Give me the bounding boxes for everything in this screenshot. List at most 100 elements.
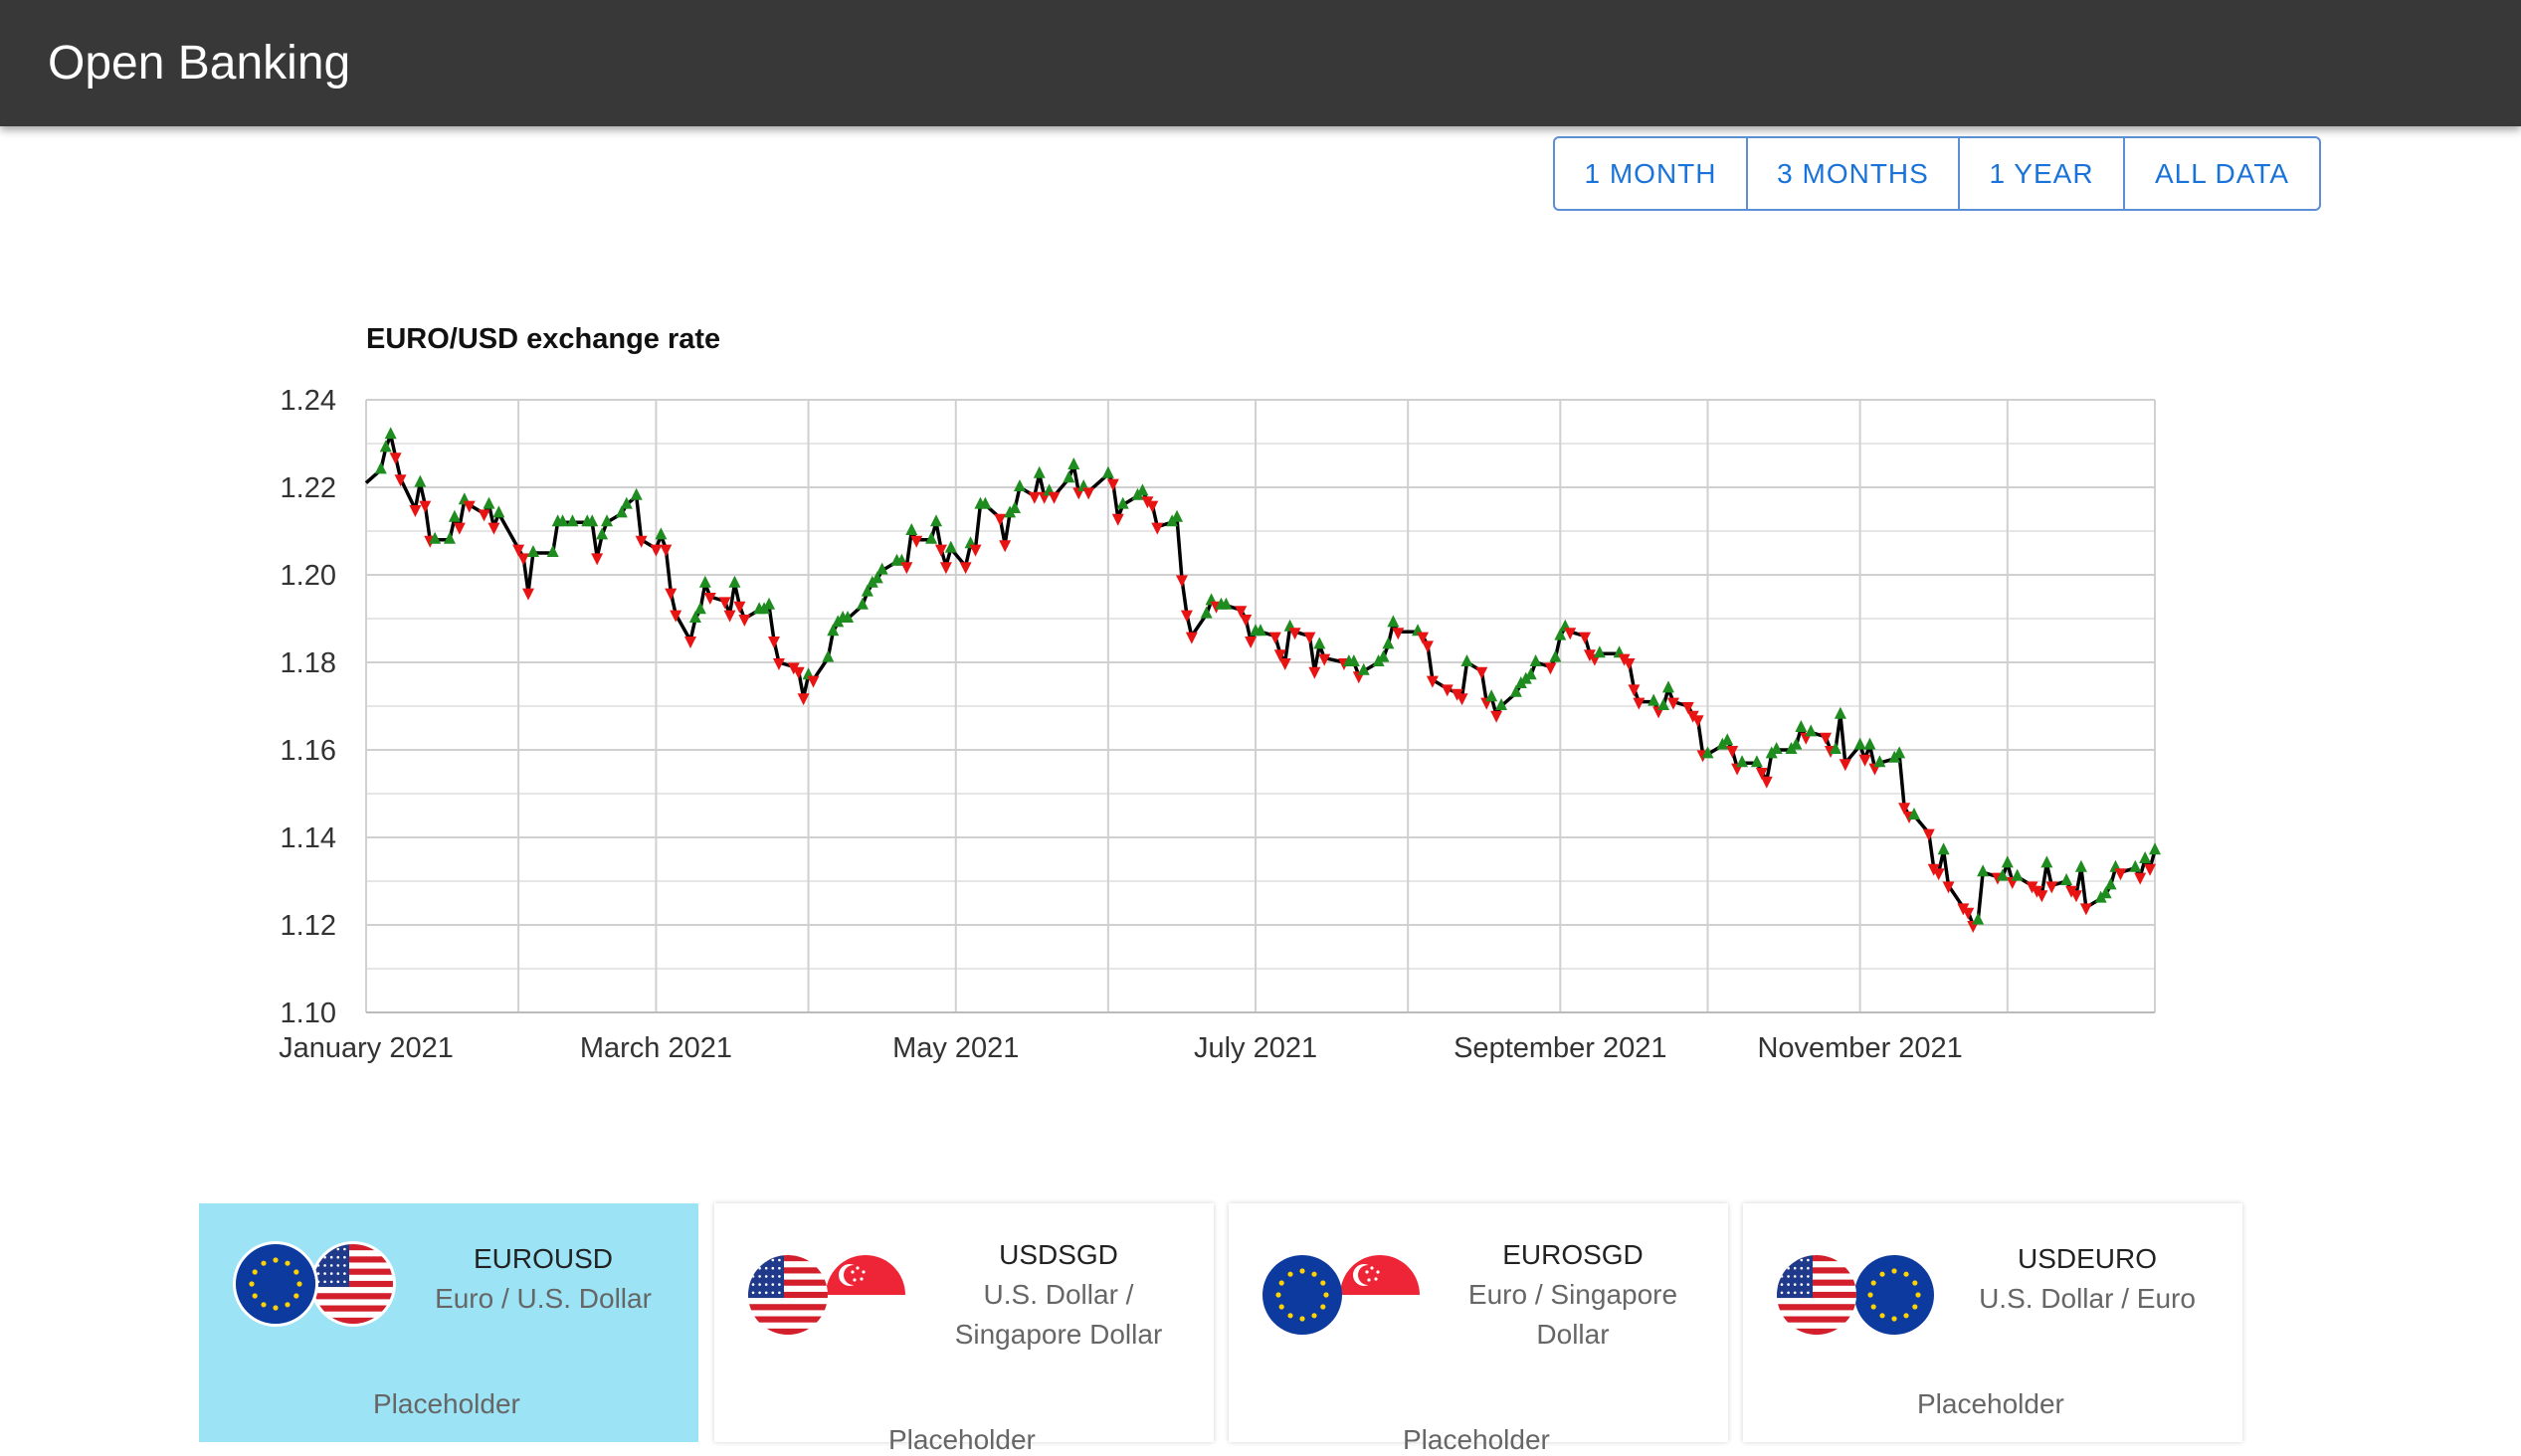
up-marker [2139,851,2152,863]
down-marker [1303,632,1316,644]
up-marker [1805,724,1818,737]
down-marker [969,544,982,557]
up-marker [2011,868,2024,881]
up-marker [379,440,392,453]
up-marker [1136,483,1149,496]
up-marker [1972,912,1985,925]
up-marker [1524,667,1537,680]
down-marker [1544,662,1557,675]
down-marker [738,615,751,627]
down-marker [1175,575,1188,588]
down-marker [453,522,466,535]
up-marker [655,527,668,540]
currency-card-usdsgd[interactable]: USDSGD U.S. Dollar / Singapore Dollar Plac… [714,1203,1214,1455]
down-marker [1288,628,1301,640]
up-marker [1200,606,1213,619]
currency-card-eurosgd[interactable]: EUROSGD Euro / Singapore Dollar Placeholde… [1229,1203,1728,1455]
up-marker [596,527,609,540]
range-button-1-year[interactable]: 1 YEAR [1960,138,2125,209]
down-marker [1185,632,1198,644]
eu-flag-icon [1854,1255,1934,1335]
down-marker [1691,715,1704,728]
y-tick-label: 1.20 [281,560,336,592]
up-marker [1977,864,1990,877]
card-placeholder: Placeholder [373,1388,520,1419]
up-marker [1829,742,1842,754]
up-marker [1460,654,1473,666]
up-marker [1554,628,1567,640]
up-marker [1721,733,1734,746]
x-tick-label: January 2021 [279,1032,454,1064]
down-marker [1308,666,1321,679]
down-marker [1278,658,1291,670]
down-marker [807,675,820,688]
range-button-1-month[interactable]: 1 MONTH [1555,138,1748,209]
up-marker [448,509,461,522]
up-marker [1648,693,1660,706]
down-marker [1180,610,1193,623]
up-marker [2099,886,2112,899]
up-marker [1357,662,1370,675]
card-name: Euro / U.S. Dollar [435,1283,652,1314]
down-marker [522,588,535,601]
up-marker [2040,855,2053,868]
down-marker [1475,666,1488,679]
up-marker [1067,457,1080,469]
x-tick-label: November 2021 [1757,1032,1962,1064]
y-tick-label: 1.16 [281,735,336,767]
up-marker [1907,808,1920,819]
up-marker [1593,645,1606,658]
down-marker [1942,881,1955,894]
down-marker [409,505,422,517]
up-marker [944,540,957,553]
x-tick-label: July 2021 [1194,1032,1317,1064]
up-marker [620,496,633,509]
card-code: EUROSGD [1502,1239,1644,1270]
down-marker [2114,868,2127,881]
up-marker [1101,465,1114,478]
series-markers [374,427,2161,933]
range-button-all-data[interactable]: ALL DATA [2154,158,2290,189]
exchange-rate-chart: EURO/USD exchange rate 1.241.221.201.181… [279,323,2161,1064]
down-marker [1146,500,1159,513]
currency-card-eurousd[interactable]: EUROUSD Euro / U.S. Dollar Placeholder [199,1203,698,1442]
down-marker [1579,632,1592,644]
down-marker [1421,640,1434,653]
up-marker [688,611,701,623]
up-marker [856,597,869,610]
y-tick-label: 1.12 [281,910,336,942]
up-marker [414,474,427,487]
down-marker [670,610,682,623]
up-marker [1313,637,1326,649]
up-marker [483,496,495,509]
up-marker [601,514,614,527]
down-marker [718,597,731,610]
down-marker [394,474,407,487]
up-marker [1220,597,1233,610]
up-marker [1657,698,1670,710]
down-marker [2144,863,2157,876]
down-marker [1245,637,1258,648]
up-marker [1863,737,1876,750]
down-marker [478,509,490,522]
card-placeholder: Placeholder [1403,1424,1550,1455]
us-flag-icon [310,1241,396,1327]
down-marker [733,601,746,614]
down-marker [1318,653,1331,666]
eu-flag-icon [1262,1255,1342,1335]
us-flag-icon [1777,1255,1856,1335]
range-button-3-months[interactable]: 3 MONTHS [1748,138,1960,209]
card-name: U.S. Dollar / Euro [1979,1283,2196,1314]
down-marker [910,535,923,548]
down-marker [772,658,785,670]
down-marker [2036,890,2048,903]
down-marker [1755,768,1768,780]
currency-card-usdeuro[interactable]: USDEURO U.S. Dollar / Euro Placeholder [1743,1203,2242,1442]
down-marker [1681,702,1694,714]
up-marker [443,531,456,544]
x-tick-label: May 2021 [892,1032,1019,1064]
down-marker [2045,881,2058,894]
card-code: USDEURO [2017,1243,2157,1274]
up-marker [1495,698,1508,710]
down-marker [1623,658,1636,670]
